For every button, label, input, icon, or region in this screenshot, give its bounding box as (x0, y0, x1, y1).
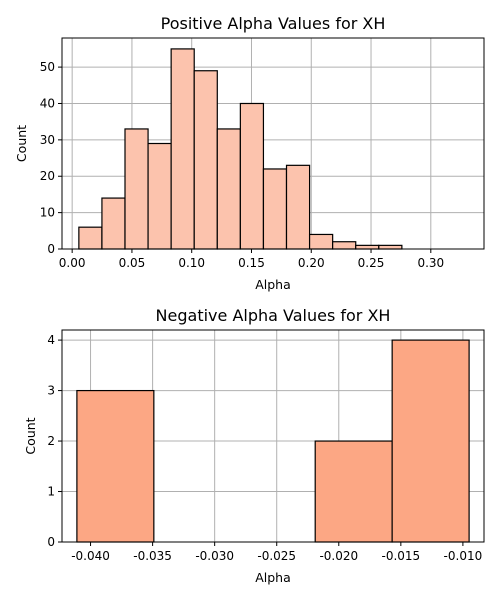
plot-frame (61, 37, 485, 250)
histogram-bar (76, 389, 155, 543)
histogram-bar (332, 241, 357, 250)
x-tick-label: -0.040 (71, 549, 110, 563)
positive-alpha-histogram: 0.00 0.05 0.10 0.15 0.20 0.25 0.3001020304050 … (14, 14, 485, 292)
histogram-bar (147, 142, 172, 250)
x-tick-label: -0.030 (195, 549, 234, 563)
histogram-bar (78, 226, 103, 250)
y-tick-label: 10 (40, 206, 55, 220)
histogram-bar (314, 440, 393, 543)
y-tick-label: 40 (40, 96, 55, 110)
histogram-bar (378, 244, 403, 250)
x-tick-label: -0.020 (319, 549, 358, 563)
y-tick-label: 30 (40, 133, 55, 147)
histogram-bar (308, 233, 334, 250)
y-axis-label: Count (23, 417, 38, 454)
y-tick-label: 2 (47, 434, 55, 448)
x-axis-label: Alpha (255, 277, 291, 292)
chart-title: Negative Alpha Values for XH (156, 306, 391, 325)
y-tick-label: 1 (47, 485, 55, 499)
histogram-bar (101, 197, 126, 250)
y-tick-label: 0 (47, 535, 55, 549)
y-tick-label: 0 (47, 242, 55, 256)
x-tick-label: 0.10 (178, 256, 205, 270)
y-tick-label: 20 (40, 169, 55, 183)
y-tick-label: 4 (47, 333, 55, 347)
y-tick-label: 3 (47, 384, 55, 398)
x-tick-label: 0.20 (298, 256, 325, 270)
negative-alpha-histogram: -0.040 -0.035 -0.030 -0.025 -0.020 -0.015 -0.0… (23, 306, 485, 585)
x-tick-label: -0.010 (444, 549, 483, 563)
x-tick-label: 0.15 (238, 256, 265, 270)
histogram-bar (391, 339, 470, 543)
y-axis-label: Count (14, 125, 29, 162)
histogram-bar (285, 164, 311, 250)
x-tick-label: -0.035 (133, 549, 172, 563)
x-tick-label: 0.30 (417, 256, 444, 270)
histogram-bar (355, 244, 380, 250)
histogram-bar (170, 48, 195, 250)
x-tick-label: 0.25 (358, 256, 385, 270)
histogram-bar (124, 128, 149, 250)
x-tick-label: 0.00 (59, 256, 86, 270)
x-tick-label: -0.025 (257, 549, 296, 563)
x-axis-label: Alpha (255, 570, 291, 585)
chart-title: Positive Alpha Values for XH (161, 14, 386, 33)
plot-frame (61, 329, 485, 543)
x-tick-label: -0.015 (381, 549, 420, 563)
y-tick-label: 50 (40, 60, 55, 74)
x-tick-label: 0.05 (119, 256, 146, 270)
histogram-bar (239, 102, 265, 250)
histogram-bar (262, 168, 288, 250)
histogram-bar (216, 128, 241, 250)
histogram-bar (193, 70, 218, 250)
